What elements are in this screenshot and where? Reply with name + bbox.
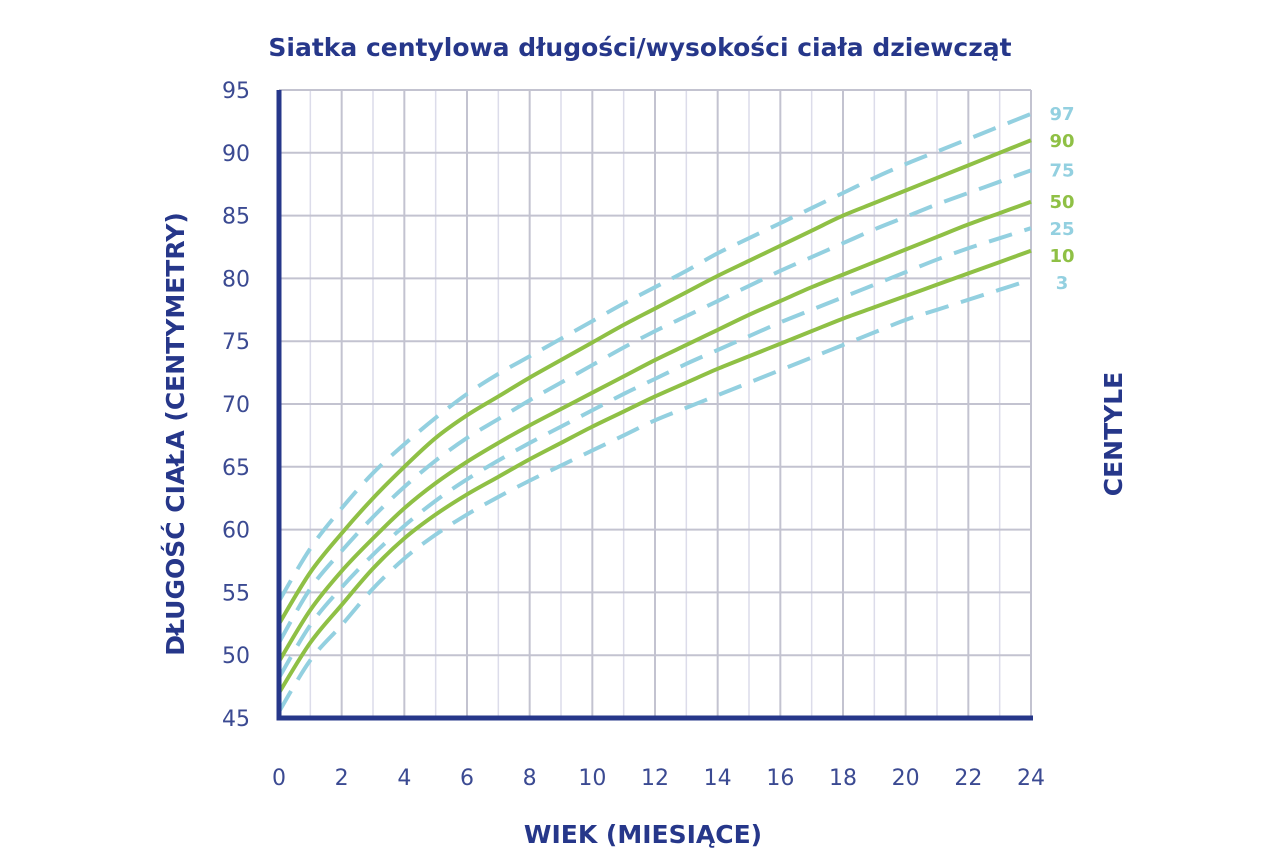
x-tick-label: 8 (523, 766, 537, 791)
y-tick-label: 85 (222, 205, 250, 230)
centile-label-75: 75 (1049, 160, 1074, 181)
y-axis-title: DŁUGOŚĆ CIAŁA (CENTYMETRY) (160, 212, 190, 656)
major-grid (279, 89, 1032, 718)
x-tick-label: 20 (892, 766, 920, 791)
x-tick-label: 12 (641, 766, 669, 791)
centile-line-97 (277, 112, 1032, 603)
x-tick-labels: 0 2 4 6 8 10 12 14 16 18 20 22 24 (272, 766, 1045, 791)
x-tick-label: 10 (578, 766, 606, 791)
chart-title: Siatka centylowa długości/wysokości ciał… (268, 33, 1011, 62)
x-tick-label: 6 (460, 766, 474, 791)
centile-label-50: 50 (1049, 192, 1074, 213)
centile-line-3 (277, 277, 1032, 713)
axes (276, 90, 1033, 721)
centile-line-25 (277, 226, 1032, 679)
centile-label-97: 97 (1049, 104, 1074, 125)
y-tick-label: 80 (222, 267, 250, 292)
series-layer (277, 112, 1032, 713)
centile-label-10: 10 (1049, 246, 1074, 267)
x-tick-label: 18 (829, 766, 857, 791)
y-tick-label: 95 (222, 79, 250, 104)
x-tick-label: 0 (272, 766, 286, 791)
centile-label-25: 25 (1049, 219, 1074, 240)
x-tick-label: 4 (397, 766, 411, 791)
centile-label-3: 3 (1056, 273, 1069, 294)
centile-line-50 (277, 199, 1032, 663)
x-tick-label: 24 (1017, 766, 1045, 791)
centile-line-10 (277, 248, 1032, 694)
x-tick-label: 2 (335, 766, 349, 791)
y-tick-label: 70 (222, 393, 250, 418)
centile-label-90: 90 (1049, 131, 1074, 152)
y-tick-label: 75 (222, 330, 250, 355)
centile-legend-title: CENTYLE (1099, 372, 1128, 497)
centile-line-90 (277, 138, 1032, 625)
y-tick-label: 60 (222, 519, 250, 544)
y-tick-label: 55 (222, 581, 250, 606)
x-tick-label: 16 (766, 766, 794, 791)
y-tick-label: 50 (222, 644, 250, 669)
x-tick-label: 14 (704, 766, 732, 791)
x-axis-title: WIEK (MIESIĄCE) (524, 820, 762, 849)
y-tick-label: 45 (222, 707, 250, 732)
y-tick-labels: 45 50 55 60 65 70 75 80 85 90 95 (222, 79, 250, 732)
centile-line-75 (277, 168, 1032, 644)
x-tick-label: 22 (954, 766, 982, 791)
centile-labels: 97 90 75 50 25 10 3 (1049, 104, 1074, 294)
y-tick-label: 65 (222, 456, 250, 481)
y-tick-label: 90 (222, 142, 250, 167)
